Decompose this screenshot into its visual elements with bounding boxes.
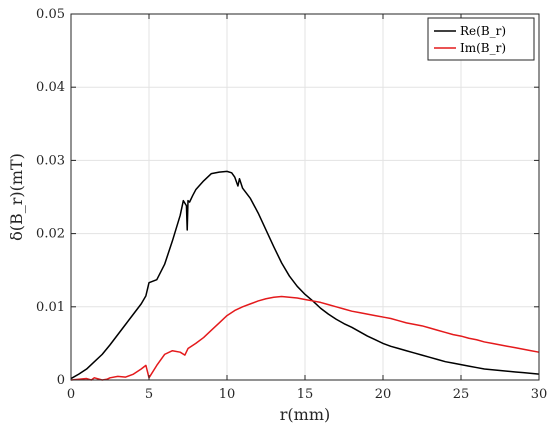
x-tick-label: 10 xyxy=(219,387,236,402)
series-lines xyxy=(70,170,540,381)
legend-label: Re(B_r) xyxy=(460,24,506,38)
y-tick-label: 0.04 xyxy=(36,80,65,95)
x-tick-label: 20 xyxy=(375,387,392,402)
legend-box xyxy=(427,17,535,61)
x-tick-label: 25 xyxy=(453,387,470,402)
series-line-1 xyxy=(70,295,540,381)
x-tick-label: 15 xyxy=(297,387,314,402)
y-tick-label: 0.02 xyxy=(36,227,65,242)
legend-label: Im(B_r) xyxy=(460,41,506,55)
legend: Re(B_r) Im(B_r) xyxy=(427,17,535,61)
y-tick-label: 0.05 xyxy=(36,7,65,22)
y-axis-title: δ(B_r)(mT) xyxy=(7,153,26,241)
x-tick-label: 5 xyxy=(145,387,153,402)
series-line-0 xyxy=(70,170,540,380)
y-tick-label: 0 xyxy=(57,373,65,388)
x-axis-title: r(mm) xyxy=(280,405,330,424)
axis-ticks: 0 5 10 15 20 25 30 0 0.01 0.02 0.03 0.04 0.05 xyxy=(36,7,547,402)
x-tick-label: 30 xyxy=(531,387,548,402)
y-tick-label: 0.01 xyxy=(36,300,65,315)
x-tick-label: 0 xyxy=(67,387,75,402)
y-tick-label: 0.03 xyxy=(36,153,65,168)
